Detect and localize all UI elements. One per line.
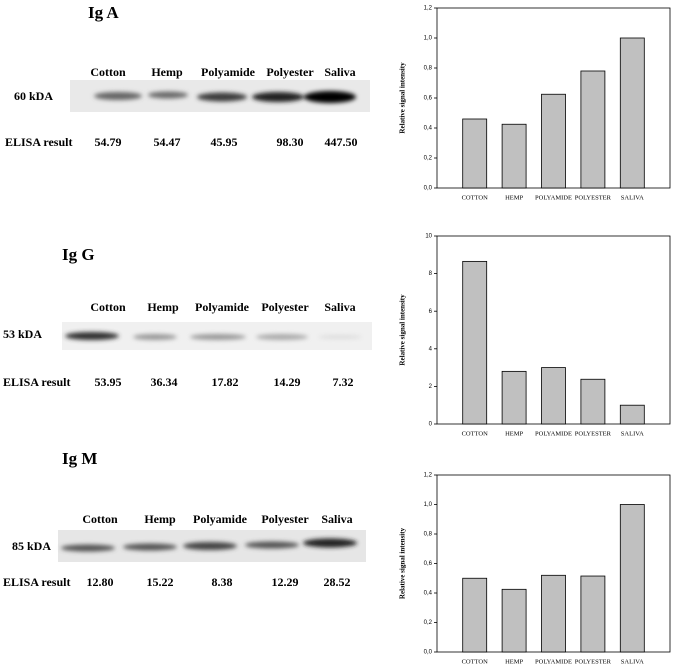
y-tick-label: 10	[425, 234, 432, 240]
bar	[580, 70, 606, 189]
bar	[501, 588, 527, 653]
x-tick-label: HEMP	[505, 194, 523, 201]
lane-label: Polyamide	[195, 300, 250, 314]
x-tick-label: COTTON	[462, 658, 489, 665]
elisa-value: 45.95	[211, 135, 238, 149]
y-tick-label: 0,8	[424, 532, 433, 538]
y-axis-label: Relative signal intensity	[399, 62, 407, 134]
y-tick-label: 6	[429, 309, 433, 315]
x-tick-label: SALIVA	[621, 430, 644, 437]
elisa-value: 8.38	[212, 575, 233, 589]
x-tick-label: COTTON	[462, 430, 489, 437]
y-tick-label: 8	[429, 271, 433, 277]
x-tick-label: POLYESTER	[575, 430, 612, 437]
bar	[501, 370, 527, 425]
elisa-label: ELISA result	[5, 135, 72, 149]
elisa-label: ELISA result	[3, 575, 70, 589]
elisa-value: 36.34	[151, 375, 178, 389]
bar	[541, 93, 566, 189]
blot-image	[62, 322, 372, 350]
elisa-value: 54.47	[154, 135, 181, 149]
elisa-value: 17.82	[212, 375, 239, 389]
elisa-value: 28.52	[324, 575, 351, 589]
y-tick-label: 1,0	[424, 502, 433, 508]
lane-label: Polyester	[261, 300, 309, 314]
bar	[541, 574, 566, 653]
lane-label: Hemp	[151, 65, 183, 79]
lane-label: Cotton	[82, 512, 118, 526]
y-tick-label: 0,4	[424, 591, 433, 597]
lane-label: Polyamide	[201, 65, 256, 79]
bar	[619, 504, 645, 653]
bar	[580, 575, 606, 653]
elisa-value: 12.80	[87, 575, 114, 589]
blot-image	[58, 530, 366, 562]
bar	[462, 260, 488, 425]
bar	[501, 123, 527, 189]
lane-label: Cotton	[90, 300, 126, 314]
lane-label: Polyester	[266, 65, 314, 79]
lane-label: Hemp	[147, 300, 179, 314]
elisa-value: 54.79	[95, 135, 122, 149]
bar	[619, 37, 645, 189]
lane-label: Saliva	[321, 512, 352, 526]
x-tick-label: COTTON	[462, 194, 489, 201]
marker-label: 53 kDA	[3, 327, 42, 341]
y-tick-label: 0,8	[424, 66, 433, 72]
panel-title: Ig A	[88, 3, 119, 22]
y-axis-label: Relative signal intensity	[399, 294, 407, 366]
x-tick-label: POLYAMIDE	[535, 658, 572, 665]
x-tick-label: POLYESTER	[575, 194, 612, 201]
elisa-value: 53.95	[95, 375, 122, 389]
y-tick-label: 1,0	[424, 36, 433, 42]
blot-image	[70, 80, 370, 112]
elisa-value: 12.29	[272, 575, 299, 589]
x-tick-label: POLYAMIDE	[535, 194, 572, 201]
y-tick-label: 4	[429, 346, 433, 352]
y-tick-label: 0,0	[424, 186, 433, 192]
x-tick-label: SALIVA	[621, 658, 644, 665]
x-tick-label: POLYESTER	[575, 658, 612, 665]
y-tick-label: 0,2	[424, 620, 433, 626]
bar	[462, 118, 488, 189]
y-tick-label: 1,2	[424, 6, 433, 12]
bar	[619, 404, 645, 425]
y-axis-label: Relative signal intensity	[399, 527, 407, 599]
x-tick-label: SALIVA	[621, 194, 644, 201]
y-tick-label: 0,6	[424, 561, 433, 567]
y-tick-label: 0,4	[424, 126, 433, 132]
elisa-value: 7.32	[333, 375, 354, 389]
bar	[580, 378, 606, 425]
elisa-label: ELISA result	[3, 375, 70, 389]
y-tick-label: 0,6	[424, 96, 433, 102]
lane-label: Saliva	[324, 300, 355, 314]
elisa-value: 15.22	[147, 575, 174, 589]
y-tick-label: 1,2	[424, 473, 433, 479]
bar	[462, 577, 488, 653]
x-tick-label: POLYAMIDE	[535, 430, 572, 437]
y-tick-label: 0,0	[424, 650, 433, 656]
elisa-value: 98.30	[277, 135, 304, 149]
y-tick-label: 2	[429, 384, 433, 390]
marker-label: 60 kDA	[14, 89, 53, 103]
lane-label: Polyester	[261, 512, 309, 526]
panel-title: Ig M	[62, 449, 97, 468]
bar	[541, 367, 566, 425]
elisa-value: 14.29	[274, 375, 301, 389]
elisa-value: 447.50	[325, 135, 358, 149]
lane-label: Cotton	[90, 65, 126, 79]
marker-label: 85 kDA	[12, 539, 51, 553]
x-tick-label: HEMP	[505, 658, 523, 665]
panel-title: Ig G	[62, 245, 95, 264]
lane-label: Polyamide	[193, 512, 248, 526]
x-tick-label: HEMP	[505, 430, 523, 437]
lane-label: Hemp	[144, 512, 176, 526]
y-tick-label: 0	[429, 422, 433, 428]
lane-label: Saliva	[324, 65, 355, 79]
y-tick-label: 0,2	[424, 156, 433, 162]
